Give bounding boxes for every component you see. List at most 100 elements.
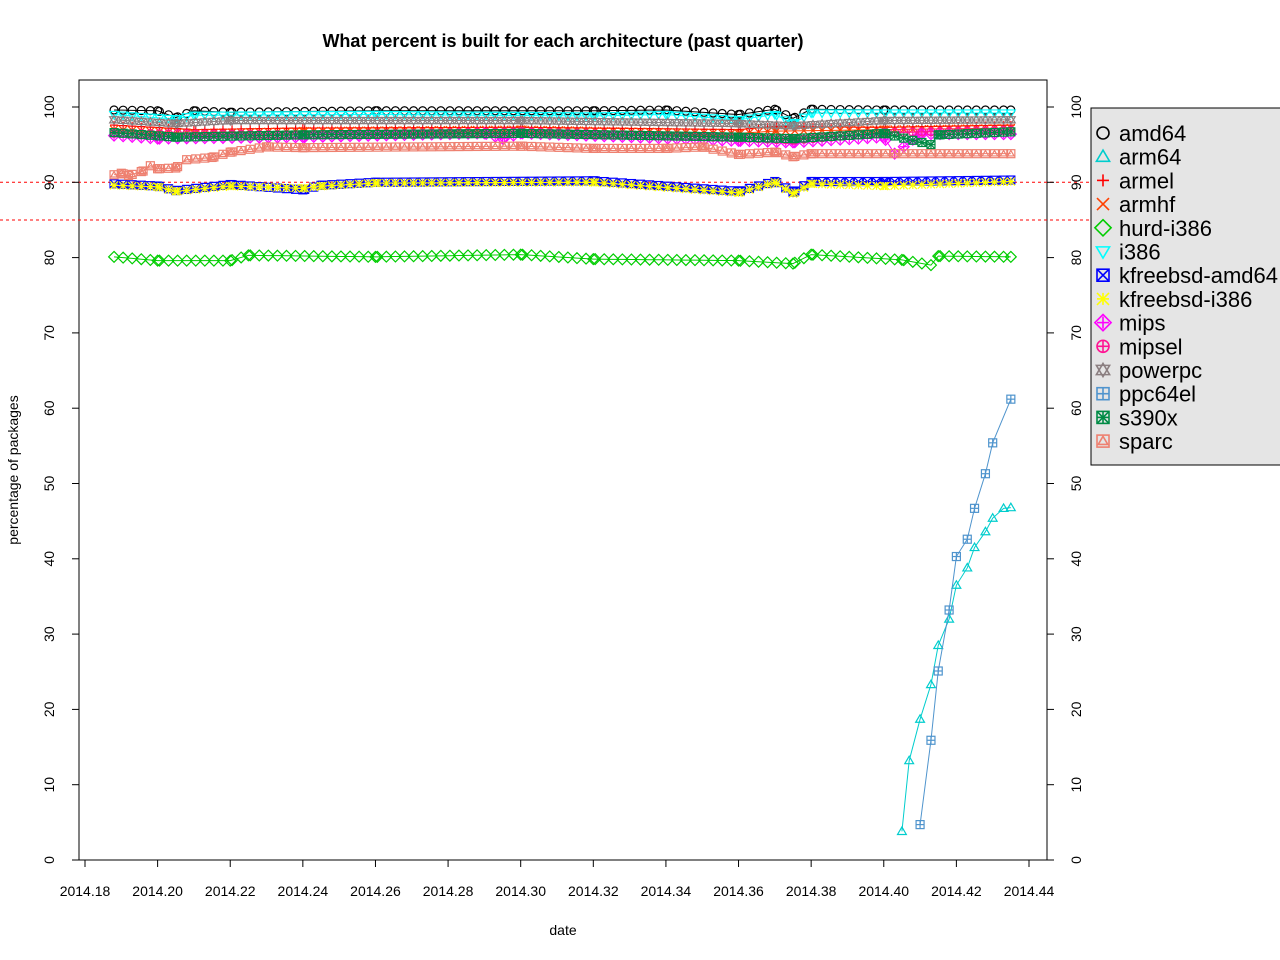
data-point (389, 110, 401, 121)
data-point (399, 114, 410, 127)
data-point (418, 129, 428, 139)
data-point (153, 254, 166, 267)
data-point (953, 149, 963, 159)
data-point (824, 249, 838, 262)
series-line (114, 124, 1011, 131)
data-point (663, 183, 673, 193)
data-point (571, 112, 583, 122)
data-point (942, 249, 956, 263)
data-point (580, 112, 592, 122)
legend-marker (1095, 246, 1111, 260)
data-point (988, 250, 1001, 263)
data-point (979, 114, 991, 126)
data-point (545, 129, 555, 139)
legend-marker (1096, 410, 1110, 425)
data-point (408, 142, 419, 152)
legend-marker (1095, 361, 1111, 379)
data-point (772, 133, 782, 143)
data-point (689, 112, 701, 123)
data-point (199, 111, 211, 121)
data-point (107, 250, 121, 264)
data-point (443, 249, 457, 262)
data-point (136, 181, 146, 191)
data-point (663, 143, 673, 153)
data-point (608, 130, 618, 140)
data-point (427, 129, 437, 139)
data-point (271, 111, 283, 121)
data-point (826, 131, 836, 142)
data-point (245, 131, 255, 141)
data-point (409, 178, 419, 188)
data-point (616, 116, 628, 128)
legend-item: hurd-i386 (1093, 216, 1212, 241)
data-point (688, 253, 702, 267)
data-point (743, 118, 755, 130)
x-tick-label: 2014.32 (568, 883, 619, 899)
data-point (218, 131, 228, 141)
data-point (843, 250, 856, 264)
data-point (880, 149, 891, 159)
data-point (935, 149, 945, 159)
data-point (726, 148, 736, 158)
data-point (672, 131, 682, 141)
data-point (499, 128, 509, 139)
data-point (498, 111, 510, 122)
data-point (589, 112, 601, 122)
data-point (735, 187, 745, 197)
data-point (572, 106, 582, 116)
data-point (717, 146, 727, 156)
y-tick-label-right: 30 (1068, 626, 1084, 642)
data-point (799, 183, 809, 193)
data-point (681, 142, 691, 153)
data-point (916, 109, 928, 119)
data-point (545, 106, 555, 116)
axes: 2014.18 2014.20 2014.22 2014.24 2014.26 2014.… (41, 95, 1084, 899)
data-point (917, 180, 927, 190)
data-point (951, 551, 961, 562)
data-point (136, 129, 146, 140)
data-point (908, 149, 918, 159)
data-point (327, 130, 337, 140)
data-point (372, 178, 382, 188)
data-point (472, 129, 482, 139)
data-point (971, 178, 981, 188)
data-point (390, 142, 401, 152)
data-point (535, 111, 547, 122)
data-point (445, 129, 455, 139)
data-point (627, 180, 636, 190)
data-point (671, 111, 683, 121)
data-point (1006, 177, 1016, 186)
data-point (717, 108, 727, 119)
data-point (807, 119, 819, 131)
data-point (144, 113, 156, 123)
data-point (343, 250, 357, 263)
data-point (917, 149, 927, 159)
data-point (480, 111, 492, 121)
data-point (353, 114, 365, 127)
data-point (690, 131, 700, 141)
legend-marker (1096, 339, 1110, 354)
data-point (970, 109, 982, 119)
data-point (526, 141, 537, 152)
data-point (899, 149, 909, 159)
y-tick-label-left: 40 (41, 551, 57, 567)
legend-item: powerpc (1095, 358, 1202, 383)
data-point (253, 114, 265, 127)
legend-marker (1095, 148, 1111, 163)
data-point (590, 178, 600, 187)
data-point (772, 179, 782, 188)
data-point (635, 105, 646, 115)
data-point (889, 109, 901, 119)
data-point (587, 252, 600, 266)
data-point (181, 113, 193, 123)
data-point (563, 143, 573, 153)
series-hurd-i386 (107, 248, 1018, 272)
data-point (969, 541, 980, 552)
data-point (835, 180, 845, 190)
data-point (399, 129, 410, 139)
x-tick-label: 2014.30 (495, 883, 546, 899)
data-point (544, 115, 556, 127)
data-point (480, 114, 492, 127)
data-point (925, 678, 937, 689)
data-point (534, 249, 547, 263)
